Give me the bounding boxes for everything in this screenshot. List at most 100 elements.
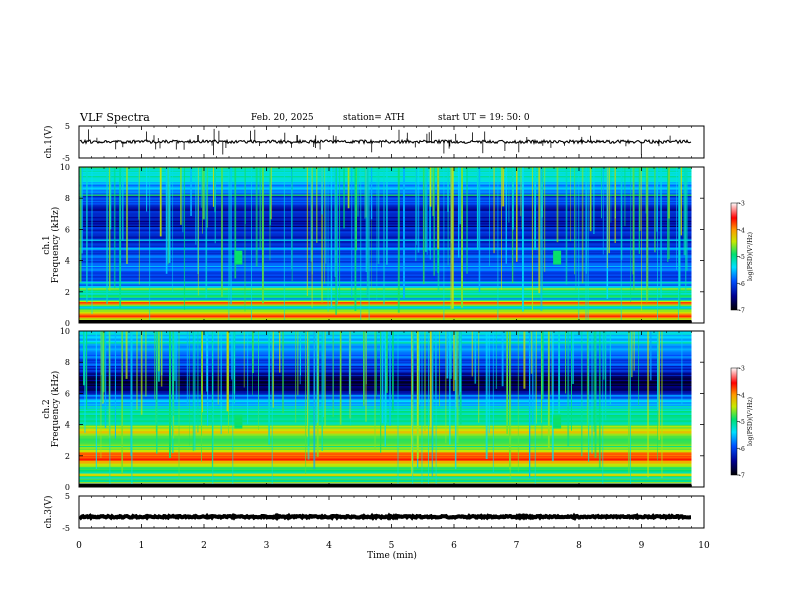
ch1-freq-band [79,238,692,240]
x-tick-label: 8 [576,541,582,551]
ch2-sferic-streak [454,331,457,470]
ch1-sferic-streak [502,167,505,207]
ch1-sferic-streak [306,167,309,296]
ch2-ytick-label: 0 [65,483,70,492]
ch1-freq-band [79,245,692,248]
ch2-sferic-streak [268,331,270,445]
ch1-sferic-streak [244,167,246,224]
ch2-sferic-streak [530,331,533,374]
ch1-freq-band [79,225,692,228]
ch1-sferic-streak [110,167,112,230]
ch1-sferic-streak [606,167,608,269]
ch1-freq-band [79,270,692,273]
ch2-sferic-streak [581,331,583,457]
ch1-freq-band [79,210,692,213]
ch1-sferic-streak [86,167,88,303]
ch1-freq-band [79,255,692,258]
ch2-sferic-streak [571,331,572,431]
colorbar-tick-label: -3 [739,201,745,208]
ch2-sferic-streak [156,331,158,454]
ch1-broadband-line [678,167,679,323]
ch2-sferic-streak [173,331,176,381]
ch1-sferic-streak [354,167,357,311]
ch1-sferic-streak [667,167,669,263]
ch2-freq-band [79,457,692,459]
ch2-sferic-streak [586,331,589,427]
ch1-sferic-streak [321,167,323,303]
ch1-freq-band [79,250,692,253]
ch1-freq-band [79,261,692,264]
ch1-freq-band [79,249,692,251]
ch2-sferic-streak [175,331,178,400]
ch1-freq-band [79,271,692,274]
ch2-sferic-streak [308,331,310,447]
ch1-freq-band [79,214,692,216]
ch1-sferic-streak [182,167,184,233]
ch2-sferic-streak [547,331,550,448]
ch1-freq-band [79,256,692,259]
ch1-freq-band [79,211,692,214]
ch2-sferic-streak [541,331,543,424]
ch2-sferic-streak [297,331,299,396]
ch1-sferic-streak [376,167,378,301]
ch1-sferic-streak [195,167,197,245]
ch1-sferic-streak [516,167,518,262]
ch1-sferic-streak [159,167,162,237]
ch1-sferic-streak [259,167,262,249]
ch1-freq-band [79,184,692,186]
ch1-freq-band [79,315,692,318]
ch1-sferic-streak [316,167,318,243]
ch2-sferic-streak [217,331,219,405]
ch2-sferic-streak [392,331,394,411]
ch2-sferic-streak [523,331,526,389]
x-axis-label: Time (min) [367,550,417,561]
ch1-sferic-streak [429,167,431,251]
ch1-freq-band [79,305,692,308]
ch1-ytick-label: 2 [65,288,70,297]
x-tick-label: 6 [451,541,457,551]
ch2-sferic-streak [140,331,143,415]
ch2-freq-band [79,472,692,474]
ch2-broadband-line [534,331,536,487]
ch1-freq-band [79,208,692,210]
ch1-freq-band [79,275,692,278]
x-tick-label: 3 [264,541,270,551]
ch2-freq-band [79,473,692,475]
ch2-sferic-streak [95,331,97,469]
ch2-sferic-streak [160,331,163,387]
ch1-freq-band [79,293,692,295]
ch1-freq-band [79,196,692,199]
ch1-sferic-streak [538,167,541,294]
ch1-sferic-streak [451,167,454,309]
ch2-sferic-streak [243,331,245,388]
ch1-freq-band [79,239,692,241]
ch2-sferic-streak [201,331,203,413]
colorbar-1 [730,202,740,311]
ch1-sferic-streak [255,167,258,267]
ch1-sferic-streak [680,167,682,236]
ch2-sferic-streak [272,331,275,408]
ch1-sferic-streak [593,167,595,234]
ch2-sferic-streak [389,331,391,426]
ch2-sferic-streak [628,331,630,474]
ch1-freq-band [79,244,692,246]
ch1-sferic-streak [146,167,148,212]
ch2-sferic-streak [633,331,635,371]
ch1-sferic-streak [556,167,559,243]
start-time-label: start UT = 19: 50: 0 [438,113,530,123]
ch2-sferic-streak [416,331,419,459]
ch2-freq-band [79,467,692,469]
ch1-freq-band [79,295,692,298]
ch1-freq-band [79,180,692,183]
ch1-sferic-streak [654,167,656,253]
ch1-freq-band [79,219,692,221]
ch1-sferic-streak [656,167,658,232]
ch1-sferic-streak [357,167,359,217]
ch1-freq-band [79,290,692,293]
ch2-ytick-label: 4 [65,421,70,430]
ch2-sferic-streak [207,331,209,426]
ch2-sferic-streak [83,331,85,386]
ch1-freq-band [79,175,692,178]
ch1-sferic-streak [121,167,124,241]
